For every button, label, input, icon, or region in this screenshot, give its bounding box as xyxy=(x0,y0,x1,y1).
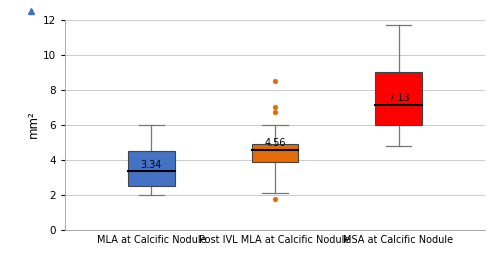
Bar xyxy=(375,72,422,125)
Bar xyxy=(128,151,175,186)
Text: 4.56: 4.56 xyxy=(264,138,286,148)
Text: 3.34: 3.34 xyxy=(141,160,162,170)
Text: 7.13: 7.13 xyxy=(388,94,409,103)
Bar xyxy=(252,144,298,162)
Y-axis label: mm²: mm² xyxy=(27,111,40,139)
